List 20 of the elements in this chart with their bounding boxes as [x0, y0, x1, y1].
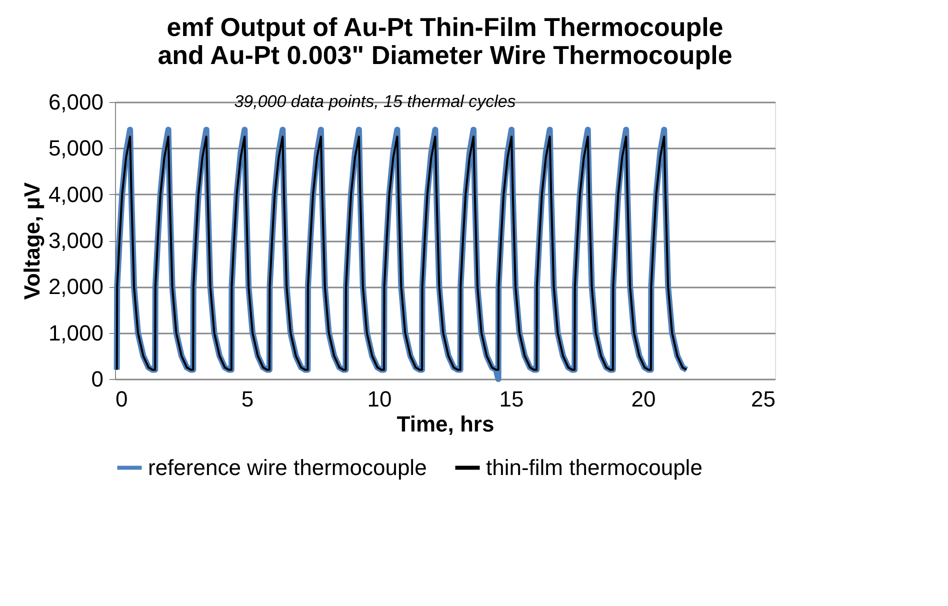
y-tick-label: 6,000 [48, 90, 104, 114]
text: and Au-Pt 0.003" Diameter Wire Thermocouple [158, 40, 732, 70]
x-tick-label: 20 [631, 386, 656, 412]
x-axis-title: Time, hrs [396, 412, 494, 436]
y-axis-title: Voltage, µV [19, 182, 44, 300]
x-tick-label: 25 [751, 386, 776, 412]
x-tick-label: 15 [499, 386, 524, 412]
y-tick-label: 1,000 [48, 320, 104, 346]
annotation: 39,000 data points, 15 thermal cycles [234, 92, 516, 111]
y-tick-label: 0 [91, 366, 104, 392]
y-tick-label: 3,000 [48, 228, 104, 253]
y-tick-label: 4,000 [48, 182, 104, 207]
y-tick-label: 2,000 [48, 274, 104, 300]
x-tick-label: 5 [241, 386, 254, 412]
legend-label: reference wire thermocouple [148, 454, 427, 480]
text: emf Output of Au-Pt Thin-Film Thermocouple [166, 12, 724, 42]
x-tick-label: 10 [367, 386, 392, 412]
x-tick-label: 0 [116, 386, 128, 412]
y-tick-label: 5,000 [48, 136, 104, 161]
legend-label: thin-film thermocouple [486, 454, 702, 480]
